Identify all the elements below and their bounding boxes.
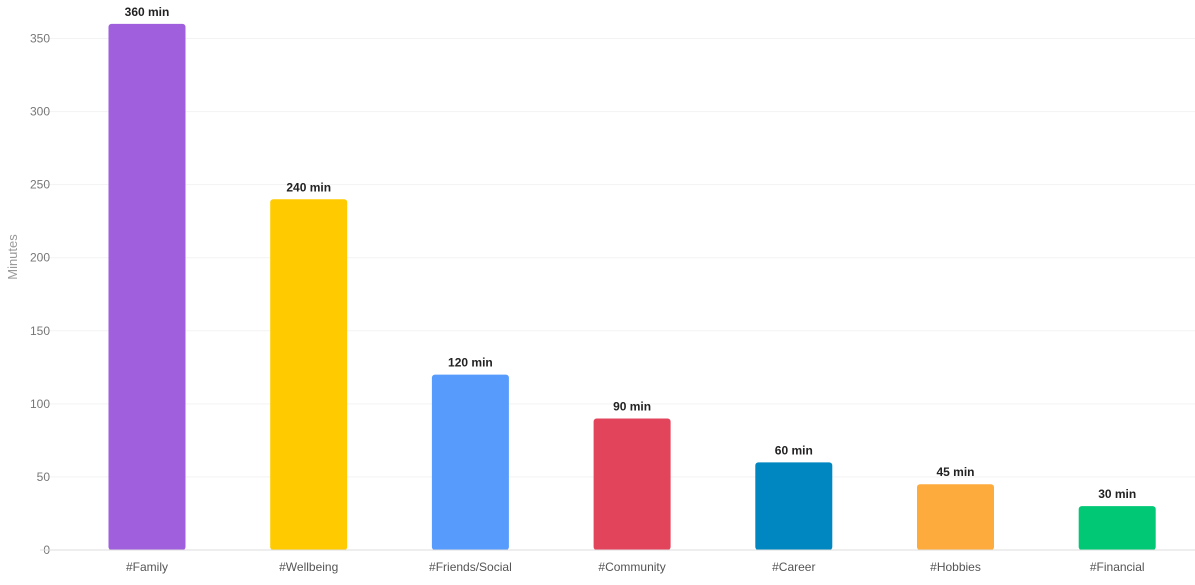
y-tick-label: 250 (30, 178, 50, 192)
y-axis-title: Minutes (5, 234, 20, 280)
bar (108, 23, 186, 550)
gridlines (40, 38, 1195, 478)
bar (917, 484, 994, 550)
x-category-label: #Wellbeing (279, 560, 338, 574)
x-category-label: #Financial (1090, 560, 1145, 574)
x-category-label: #Career (772, 560, 815, 574)
x-category-label: #Hobbies (930, 560, 981, 574)
data-label: 30 min (1098, 487, 1136, 501)
bar (593, 418, 671, 550)
bars (108, 23, 1156, 550)
data-label: 120 min (448, 356, 493, 370)
y-tick-label: 350 (30, 32, 50, 46)
data-label: 60 min (775, 443, 813, 457)
data-label: 45 min (936, 465, 974, 479)
x-category-label: #Community (598, 560, 665, 574)
data-label: 360 min (125, 5, 170, 19)
data-label: 240 min (286, 180, 331, 194)
bar (755, 462, 833, 550)
y-tick-label: 300 (30, 105, 50, 119)
bar (431, 374, 509, 550)
y-tick-label: 50 (37, 470, 51, 484)
x-category-label: #Friends/Social (429, 560, 512, 574)
y-tick-label: 200 (30, 251, 50, 265)
bar (1078, 506, 1156, 550)
x-axis-categories: #Family #Wellbeing #Friends/Social #Communi… (126, 560, 1145, 574)
data-label: 90 min (613, 399, 651, 413)
data-labels: 360 min 240 min 120 min 90 min 60 min 45 min 3… (125, 5, 1137, 501)
bar (270, 199, 348, 550)
x-category-label: #Family (126, 560, 168, 574)
y-tick-label: 150 (30, 324, 50, 338)
y-tick-label: 100 (30, 397, 50, 411)
